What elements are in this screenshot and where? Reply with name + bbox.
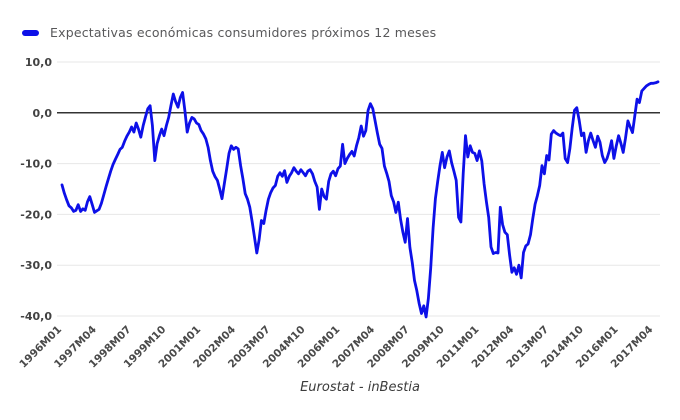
y-axis-tick-label: 10,0 [25, 56, 52, 69]
y-axis-tick-label: 0,0 [33, 107, 53, 120]
legend-item[interactable]: Expectativas económicas consumidores pró… [22, 25, 436, 40]
source-attribution: Eurostat - inBestia [300, 380, 420, 395]
legend-series-marker [22, 29, 39, 36]
y-axis-tick-label: -10,0 [20, 158, 52, 171]
legend-series-label: Expectativas económicas consumidores pró… [50, 25, 437, 40]
y-axis-tick-label: -20,0 [20, 208, 52, 221]
series-line[interactable] [60, 80, 660, 319]
y-axis-tick-label: -40,0 [20, 310, 52, 323]
y-axis-tick-label: -30,0 [20, 259, 52, 272]
